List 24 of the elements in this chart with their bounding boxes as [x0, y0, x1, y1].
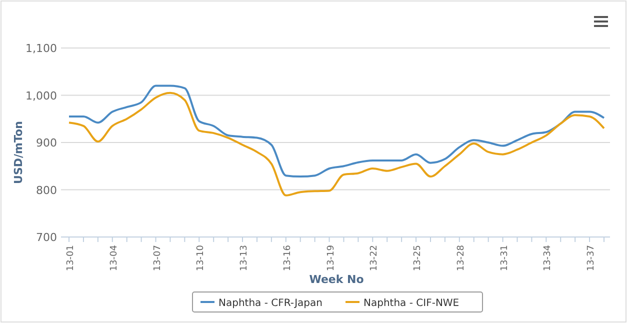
x-tick-label: 13-01: [66, 245, 76, 272]
y-tick-label: 800: [36, 184, 57, 197]
y-axis-title: USD/mTon: [12, 121, 25, 184]
x-tick-label: 13-13: [240, 245, 250, 272]
x-tick-label: 13-04: [109, 244, 120, 272]
x-axis-title: Week No: [309, 273, 364, 286]
x-tick-label: 13-22: [370, 245, 380, 272]
x-tick-label: 13-19: [326, 244, 336, 272]
x-tick-label: 13-31: [500, 245, 510, 272]
legend-label: Naphtha - CIF-NWE: [364, 298, 460, 309]
line-series: [68, 92, 605, 196]
legend-label: Naphtha - CFR-Japan: [218, 298, 322, 309]
line-series: [68, 84, 605, 178]
y-tick-label: 1,100: [26, 42, 57, 55]
x-tick-label: 13-16: [282, 244, 293, 272]
x-tick-label: 13-25: [413, 245, 424, 272]
x-tick-label: 13-34: [543, 244, 554, 272]
y-tick-label: 900: [36, 136, 57, 150]
x-tick-label: 13-28: [456, 244, 466, 272]
y-tick-label: 1,000: [26, 89, 57, 102]
y-tick-label: 700: [36, 231, 57, 244]
x-tick-label: 13-10: [196, 244, 206, 272]
x-tick-label: 13-37: [586, 245, 597, 272]
x-tick-label: 13-07: [152, 245, 163, 272]
